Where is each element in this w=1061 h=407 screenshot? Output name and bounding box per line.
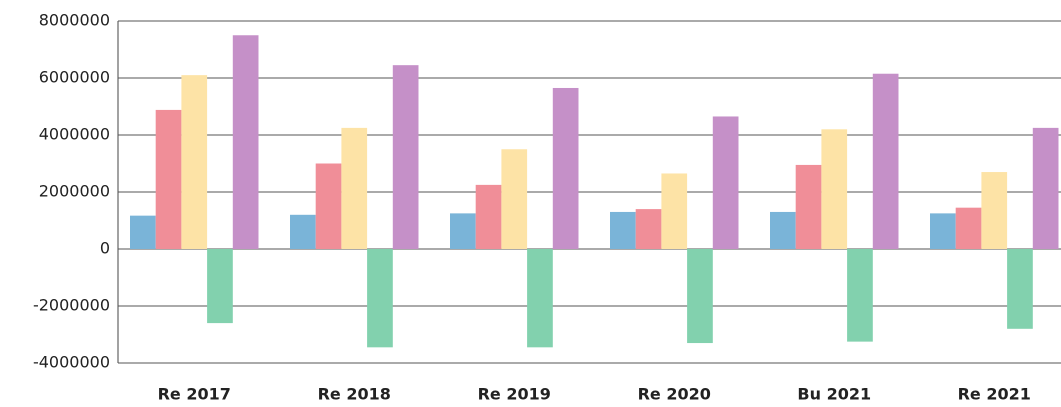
bar xyxy=(475,184,502,249)
y-tick-label: 2000000 xyxy=(39,182,110,201)
bar xyxy=(207,249,233,324)
bar xyxy=(635,209,662,249)
x-tick-label: Re 2020 xyxy=(638,385,711,404)
bar xyxy=(955,207,982,249)
bar xyxy=(1032,127,1059,249)
bar xyxy=(847,249,873,342)
bar xyxy=(232,35,259,249)
bar xyxy=(130,215,156,249)
bar xyxy=(527,249,553,348)
y-tick-label: 0 xyxy=(100,239,110,258)
bar xyxy=(712,116,739,249)
bar xyxy=(315,163,342,249)
bar xyxy=(795,164,822,249)
bar xyxy=(610,211,636,249)
y-tick-label: 8000000 xyxy=(39,11,110,30)
x-tick-label: Re 2017 xyxy=(158,385,231,404)
y-tick-label: 4000000 xyxy=(39,125,110,144)
y-tick-label: -2000000 xyxy=(33,296,110,315)
bar xyxy=(155,109,182,249)
x-tick-label: Re 2021 xyxy=(958,385,1031,404)
bar xyxy=(661,173,688,249)
x-tick-label: Re 2019 xyxy=(478,385,551,404)
bar xyxy=(552,87,579,249)
bar xyxy=(181,75,208,250)
bar xyxy=(450,213,476,249)
bar xyxy=(1007,249,1033,329)
x-tick-label: Re 2018 xyxy=(318,385,391,404)
y-tick-label: -4000000 xyxy=(33,353,110,372)
bar xyxy=(872,73,899,249)
bar xyxy=(392,65,419,249)
bar xyxy=(770,211,796,249)
x-tick-label: Bu 2021 xyxy=(797,385,871,404)
bar xyxy=(501,149,528,249)
bar xyxy=(290,214,316,249)
bar xyxy=(341,127,368,249)
bar xyxy=(687,249,713,344)
bar xyxy=(930,213,956,249)
bar xyxy=(821,129,848,249)
y-tick-label: 6000000 xyxy=(39,68,110,87)
bar xyxy=(981,172,1008,249)
bar xyxy=(367,249,393,348)
